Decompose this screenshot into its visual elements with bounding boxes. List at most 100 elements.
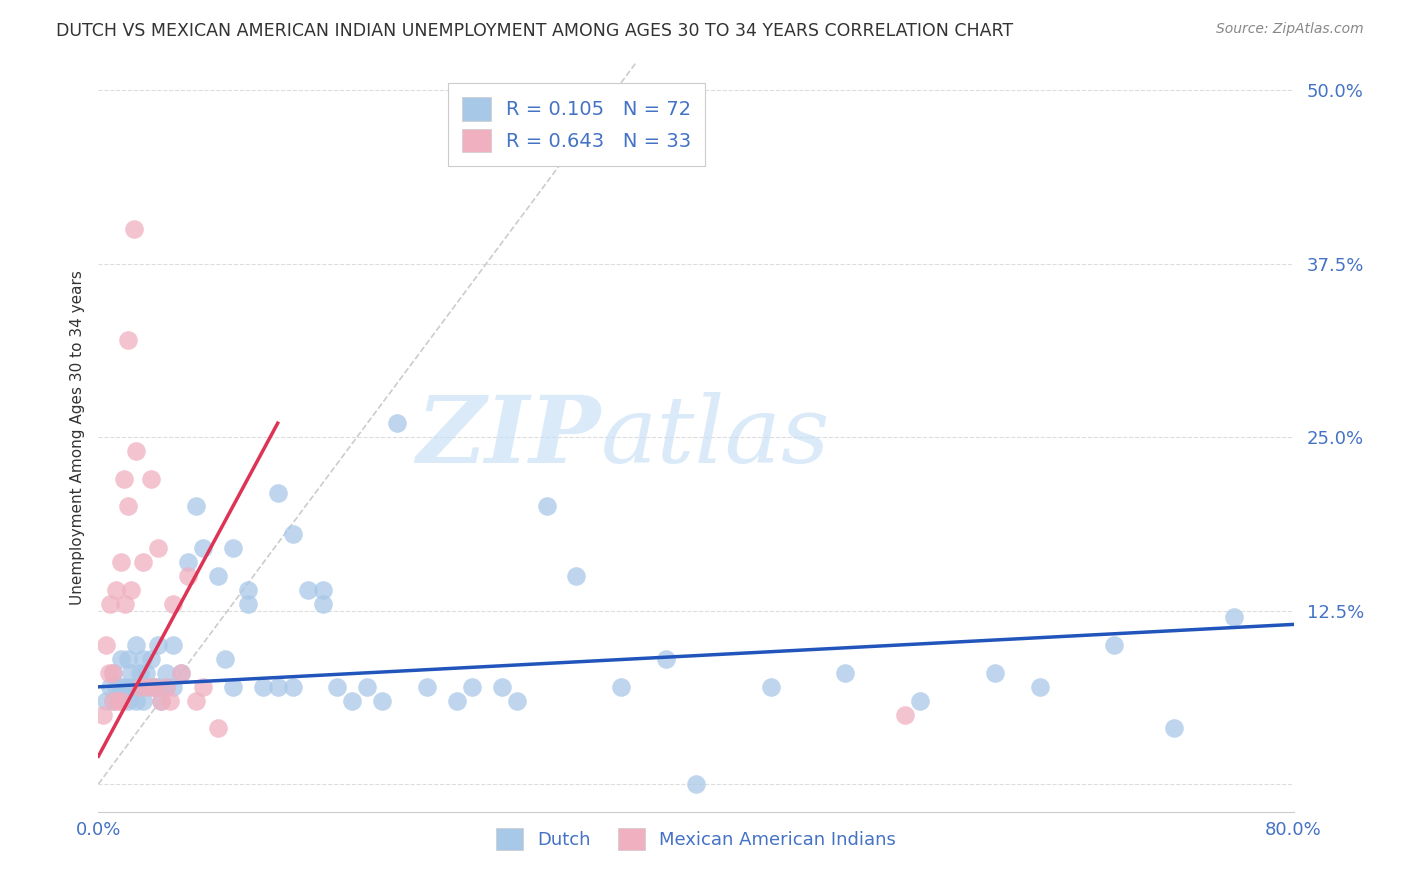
Point (267, 485, 290, 500)
Point (1223, 610, 1246, 624)
Point (491, 680, 513, 694)
Point (125, 638, 148, 652)
Point (110, 555, 132, 569)
Point (98, 597, 122, 611)
Text: ZIP: ZIP (416, 392, 600, 482)
Point (281, 680, 304, 694)
Point (110, 694, 132, 708)
Point (132, 652, 155, 666)
Point (125, 444, 148, 458)
Point (214, 652, 236, 666)
Point (129, 680, 152, 694)
Point (117, 500, 139, 514)
Point (114, 680, 136, 694)
Point (114, 597, 136, 611)
Point (148, 541, 170, 555)
Point (124, 222, 146, 236)
Point (207, 569, 229, 583)
Point (94, 694, 117, 708)
Point (94, 638, 117, 652)
Point (155, 665, 177, 680)
Point (112, 472, 135, 486)
Point (222, 680, 245, 694)
Point (169, 665, 191, 680)
Point (371, 694, 394, 708)
Point (252, 680, 274, 694)
Point (125, 680, 148, 694)
Point (446, 694, 468, 708)
Point (117, 694, 139, 708)
Point (311, 597, 333, 611)
Point (177, 555, 200, 569)
Point (159, 694, 181, 708)
Point (984, 665, 1007, 680)
Point (120, 582, 142, 597)
Point (91, 707, 114, 722)
Point (685, 777, 707, 791)
Point (150, 694, 173, 708)
Point (759, 680, 782, 694)
Point (222, 541, 245, 555)
Point (117, 652, 139, 666)
Point (162, 597, 184, 611)
Point (129, 665, 152, 680)
Point (143, 680, 166, 694)
Legend: Dutch, Mexican American Indians: Dutch, Mexican American Indians (486, 819, 905, 859)
Point (610, 680, 633, 694)
Point (326, 680, 349, 694)
Point (281, 527, 304, 541)
Point (506, 694, 529, 708)
Point (103, 665, 125, 680)
Point (139, 652, 162, 666)
Text: atlas: atlas (600, 392, 830, 482)
Point (311, 582, 333, 597)
Point (385, 416, 409, 430)
Point (1163, 722, 1185, 736)
Point (148, 680, 170, 694)
Point (356, 680, 378, 694)
Point (105, 680, 128, 694)
Y-axis label: Unemployment Among Ages 30 to 34 years: Unemployment Among Ages 30 to 34 years (69, 269, 84, 605)
Point (110, 652, 132, 666)
Point (148, 638, 170, 652)
Point (169, 665, 191, 680)
Point (150, 694, 173, 708)
Point (136, 680, 159, 694)
Point (184, 694, 207, 708)
Point (125, 694, 148, 708)
Point (191, 680, 214, 694)
Point (117, 333, 139, 347)
Point (103, 665, 125, 680)
Point (184, 500, 207, 514)
Point (191, 541, 214, 555)
Point (894, 707, 917, 722)
Point (139, 472, 162, 486)
Point (1028, 680, 1050, 694)
Point (120, 665, 142, 680)
Point (142, 680, 165, 694)
Point (132, 694, 155, 708)
Point (155, 680, 177, 694)
Point (120, 680, 142, 694)
Point (98, 680, 122, 694)
Point (908, 694, 931, 708)
Point (267, 680, 290, 694)
Point (177, 569, 200, 583)
Point (105, 582, 128, 597)
Point (1104, 638, 1126, 652)
Point (565, 569, 588, 583)
Point (110, 680, 132, 694)
Point (536, 500, 558, 514)
Point (155, 680, 177, 694)
Point (111, 694, 134, 708)
Point (103, 694, 125, 708)
Point (207, 722, 229, 736)
Point (416, 680, 439, 694)
Point (103, 694, 125, 708)
Point (236, 597, 259, 611)
Point (297, 582, 319, 597)
Point (97, 665, 120, 680)
Point (834, 665, 856, 680)
Point (461, 680, 484, 694)
Point (162, 638, 184, 652)
